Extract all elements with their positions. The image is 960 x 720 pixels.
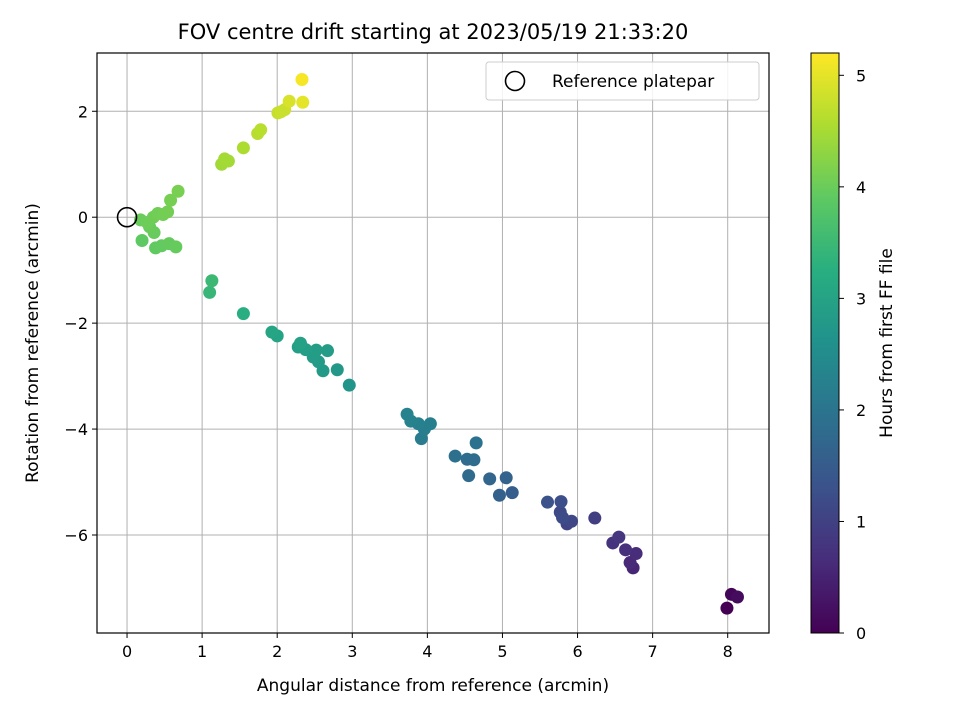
data-point	[720, 601, 734, 615]
data-point	[221, 154, 235, 168]
colorbar-tick-label: 1	[856, 512, 866, 531]
chart-title: FOV centre drift starting at 2023/05/19 …	[178, 20, 689, 44]
colorbar-tick-label: 5	[856, 66, 866, 85]
colorbar-tick-label: 0	[856, 624, 866, 643]
data-point	[492, 488, 506, 502]
data-point	[619, 543, 633, 557]
data-point	[265, 325, 279, 339]
data-point	[588, 511, 602, 525]
y-tick-label: 0	[78, 208, 88, 227]
y-tick-label: −4	[64, 420, 88, 439]
data-point	[469, 436, 483, 450]
colorbar-ticks: 0 1 2 3 4 5	[839, 66, 866, 643]
x-tick-label: 8	[723, 642, 733, 661]
colorbar-tick-label: 3	[856, 289, 866, 308]
data-point	[135, 234, 149, 248]
data-point	[629, 547, 643, 561]
data-point	[423, 417, 437, 431]
colorbar-label: Hours from first FF file	[877, 248, 897, 438]
data-point	[499, 471, 513, 485]
x-tick-label: 7	[648, 642, 658, 661]
data-point	[205, 274, 219, 288]
colorbar-bar	[810, 52, 840, 634]
data-point	[293, 336, 307, 350]
y-tick-label: 2	[78, 102, 88, 121]
reference-point-marker	[116, 206, 138, 228]
data-point	[554, 495, 568, 509]
colorbar: 0 1 2 3 4 5 Hours from first FF file	[810, 52, 897, 643]
x-tick-label: 5	[497, 642, 507, 661]
x-tick-label: 2	[272, 642, 282, 661]
data-point	[330, 363, 344, 377]
y-axis-label: Rotation from reference (arcmin)	[23, 203, 43, 483]
x-tick-label: 3	[347, 642, 357, 661]
data-point	[612, 530, 626, 544]
data-point	[169, 240, 183, 254]
data-point	[467, 453, 481, 467]
x-tick-label: 1	[197, 642, 207, 661]
data-point	[462, 469, 476, 483]
x-tick-label: 4	[422, 642, 432, 661]
data-point	[448, 449, 462, 463]
data-point	[161, 205, 175, 219]
data-point	[483, 472, 497, 486]
data-point	[203, 285, 217, 299]
data-point	[282, 94, 296, 108]
x-tick-label: 6	[572, 642, 582, 661]
data-point	[164, 193, 178, 207]
data-point	[556, 511, 570, 525]
y-tick-label: −6	[64, 526, 88, 545]
colorbar-tick-label: 2	[856, 401, 866, 420]
data-point	[321, 344, 335, 358]
y-axis-ticks: −6 −4 −2 0 2	[64, 102, 97, 545]
data-point	[730, 590, 744, 604]
legend-marker-icon	[504, 70, 526, 92]
y-tick-label: −2	[64, 314, 88, 333]
data-point	[400, 407, 414, 421]
data-point	[295, 72, 309, 86]
data-point	[309, 343, 323, 357]
reference-marker-layer	[116, 206, 138, 228]
data-points	[134, 72, 744, 615]
legend-box	[485, 61, 760, 101]
data-point	[505, 486, 519, 500]
plot-frame	[96, 52, 770, 634]
data-point	[541, 495, 555, 509]
x-tick-label: 0	[122, 642, 132, 661]
data-point	[274, 105, 288, 119]
legend-label: Reference platepar	[552, 72, 714, 92]
x-axis-label: Angular distance from reference (arcmin)	[257, 676, 609, 696]
x-axis-ticks: 0 1 2 3 4 5 6 7 8	[122, 633, 733, 661]
legend: Reference platepar	[485, 61, 760, 101]
colorbar-tick-label: 4	[856, 178, 866, 197]
data-point	[342, 378, 356, 392]
data-point	[236, 141, 250, 155]
data-point	[254, 123, 268, 137]
data-point	[236, 307, 250, 321]
data-point	[296, 95, 310, 109]
grid-lines	[97, 53, 769, 633]
data-point	[171, 184, 185, 198]
